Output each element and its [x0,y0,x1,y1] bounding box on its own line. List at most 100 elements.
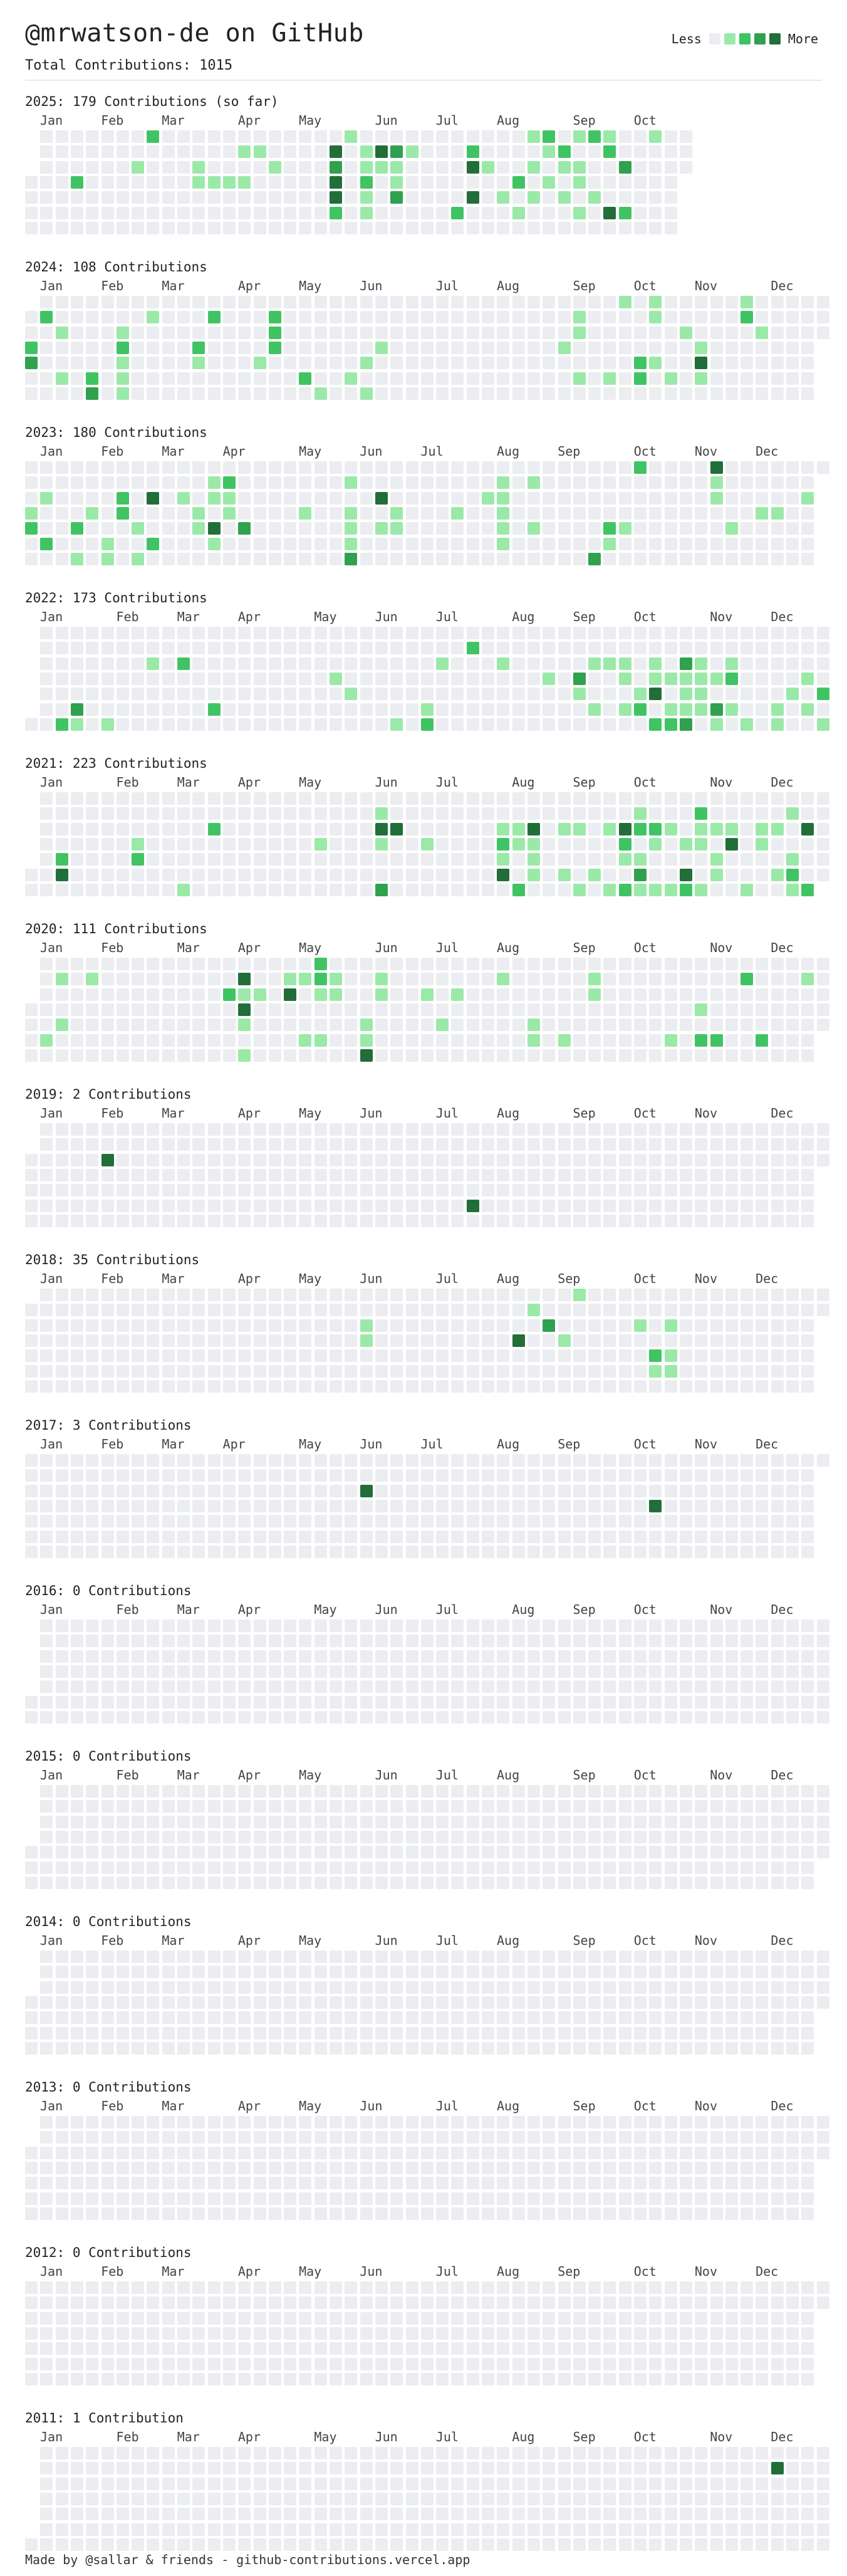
day-cell[interactable] [786,1815,799,1828]
day-cell[interactable] [801,868,814,881]
day-cell[interactable] [162,2312,175,2325]
day-cell[interactable] [192,1034,205,1047]
day-cell[interactable] [162,191,175,204]
day-cell[interactable] [405,672,418,685]
day-cell[interactable] [558,988,571,1001]
day-cell[interactable] [710,341,723,354]
day-cell[interactable] [451,461,464,474]
day-cell[interactable] [147,2312,160,2325]
day-cell[interactable] [314,1950,327,1963]
day-cell[interactable] [147,1034,160,1047]
day-cell[interactable] [543,221,556,234]
day-cell[interactable] [527,1049,540,1062]
day-cell[interactable] [162,1003,175,1016]
day-cell[interactable] [664,627,677,639]
day-cell[interactable] [497,1184,510,1197]
day-cell[interactable] [725,1469,738,1482]
day-cell[interactable] [299,958,312,970]
day-cell[interactable] [482,1876,494,1889]
day-cell[interactable] [497,1349,510,1363]
day-cell[interactable] [588,506,601,520]
day-cell[interactable] [40,2161,53,2174]
day-cell[interactable] [451,552,464,565]
day-cell[interactable] [360,311,373,324]
day-cell[interactable] [177,642,190,655]
day-cell[interactable] [603,326,616,339]
day-cell[interactable] [451,1138,464,1151]
day-cell[interactable] [740,1650,754,1663]
day-cell[interactable] [695,1153,708,1166]
day-cell[interactable] [573,2131,586,2144]
day-cell[interactable] [558,837,571,851]
day-cell[interactable] [207,688,221,701]
day-cell[interactable] [390,703,403,716]
day-cell[interactable] [162,2207,175,2220]
day-cell[interactable] [238,221,251,234]
day-cell[interactable] [375,2177,388,2190]
day-cell[interactable] [710,2026,723,2039]
day-cell[interactable] [618,1620,631,1632]
day-cell[interactable] [238,657,251,670]
day-cell[interactable] [543,1830,556,1843]
day-cell[interactable] [740,296,754,308]
day-cell[interactable] [816,1454,829,1467]
day-cell[interactable] [284,130,297,143]
day-cell[interactable] [679,552,692,565]
day-cell[interactable] [664,868,677,881]
day-cell[interactable] [299,130,312,143]
day-cell[interactable] [573,672,586,685]
day-cell[interactable] [786,357,799,370]
day-cell[interactable] [543,988,556,1001]
day-cell[interactable] [603,537,616,550]
day-cell[interactable] [801,1304,814,1317]
day-cell[interactable] [86,2296,99,2310]
day-cell[interactable] [512,792,525,805]
day-cell[interactable] [527,311,540,324]
day-cell[interactable] [390,792,403,805]
day-cell[interactable] [527,1003,540,1016]
day-cell[interactable] [360,718,373,731]
day-cell[interactable] [679,1665,692,1678]
day-cell[interactable] [284,1153,297,1166]
day-cell[interactable] [664,1830,677,1843]
day-cell[interactable] [405,461,418,474]
day-cell[interactable] [482,522,494,535]
day-cell[interactable] [70,2327,83,2340]
day-cell[interactable] [375,2146,388,2159]
day-cell[interactable] [116,1184,129,1197]
day-cell[interactable] [70,175,83,189]
day-cell[interactable] [55,1499,68,1512]
day-cell[interactable] [147,1484,160,1497]
day-cell[interactable] [543,1665,556,1678]
day-cell[interactable] [725,1966,738,1979]
day-cell[interactable] [771,491,784,505]
day-cell[interactable] [330,672,342,685]
day-cell[interactable] [618,1950,631,1963]
day-cell[interactable] [436,1830,449,1843]
day-cell[interactable] [375,326,388,339]
day-cell[interactable] [695,853,708,866]
day-cell[interactable] [664,1334,677,1347]
day-cell[interactable] [345,1199,358,1212]
day-cell[interactable] [25,1319,38,1332]
day-cell[interactable] [86,792,99,805]
day-cell[interactable] [55,2161,68,2174]
day-cell[interactable] [268,1499,281,1512]
day-cell[interactable] [207,1650,221,1663]
day-cell[interactable] [192,387,205,400]
day-cell[interactable] [482,2146,494,2159]
day-cell[interactable] [147,1846,160,1859]
day-cell[interactable] [238,1800,251,1813]
day-cell[interactable] [634,2177,647,2190]
day-cell[interactable] [436,175,449,189]
day-cell[interactable] [177,1635,190,1648]
day-cell[interactable] [132,1469,145,1482]
day-cell[interactable] [147,2372,160,2385]
day-cell[interactable] [253,1785,266,1798]
day-cell[interactable] [710,807,723,820]
day-cell[interactable] [801,1545,814,1558]
day-cell[interactable] [40,1650,53,1663]
day-cell[interactable] [132,1996,145,2009]
day-cell[interactable] [740,2177,754,2190]
day-cell[interactable] [132,296,145,308]
